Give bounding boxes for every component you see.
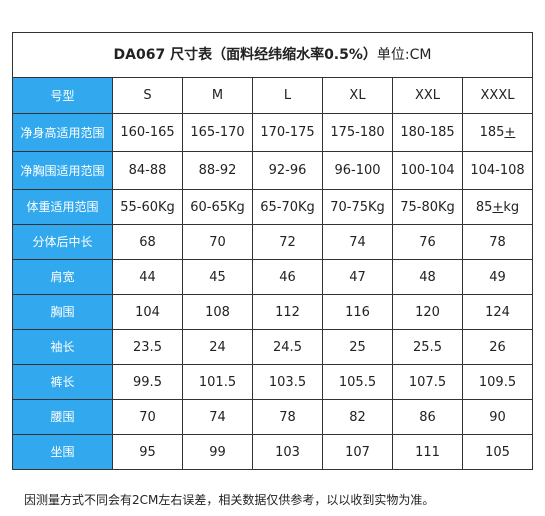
table-cell: 170-175 xyxy=(252,113,323,152)
footnote: 因测量方式不同会有2CM左右误差，相关数据仅供参考，以以收到实物为准。 xyxy=(24,493,435,507)
row-label: 净身高适用范围 xyxy=(12,113,113,152)
table-cell: 112 xyxy=(252,294,323,330)
table-cell: 109.5 xyxy=(462,364,533,400)
size-xxxl: XXXL xyxy=(462,77,533,114)
row-label: 分体后中长 xyxy=(12,224,113,260)
size-chart-table: DA067 尺寸表（面料经纬缩水率0.5%）单位:CM 号型 S M L XL … xyxy=(12,32,533,470)
table-cell: 70 xyxy=(182,224,253,260)
table-cell: 107.5 xyxy=(392,364,463,400)
row-label: 净胸围适用范围 xyxy=(12,151,113,190)
table-cell: 26 xyxy=(462,329,533,365)
table-cell: 95 xyxy=(112,434,183,470)
table-cell: 108 xyxy=(182,294,253,330)
table-cell: 100-104 xyxy=(392,151,463,190)
table-cell: 107 xyxy=(322,434,393,470)
table-cell: 124 xyxy=(462,294,533,330)
plus-sign: + xyxy=(492,199,504,215)
table-cell: 68 xyxy=(112,224,183,260)
table-cell: 47 xyxy=(322,259,393,295)
table-cell: 160-165 xyxy=(112,113,183,152)
row-label: 肩宽 xyxy=(12,259,113,295)
table-cell: 78 xyxy=(462,224,533,260)
size-xxl: XXL xyxy=(392,77,463,114)
table-cell: 96-100 xyxy=(322,151,393,190)
table-cell: 103 xyxy=(252,434,323,470)
row-label: 腰围 xyxy=(12,399,113,435)
table-cell: 120 xyxy=(392,294,463,330)
row-label: 坐围 xyxy=(12,434,113,470)
table-cell: 76 xyxy=(392,224,463,260)
table-cell: 105.5 xyxy=(322,364,393,400)
table-cell: 24.5 xyxy=(252,329,323,365)
table-cell: 25.5 xyxy=(392,329,463,365)
table-cell: 111 xyxy=(392,434,463,470)
table-cell: 82 xyxy=(322,399,393,435)
title-main: DA067 尺寸表（面料经纬缩水率0.5%） xyxy=(113,46,377,63)
table-cell: 74 xyxy=(322,224,393,260)
table-row: 分体后中长 68 70 72 74 76 78 xyxy=(12,224,533,260)
row-label: 袖长 xyxy=(12,329,113,365)
size-header-row: 号型 S M L XL XXL XXXL xyxy=(12,77,533,114)
table-row: 净胸围适用范围 84-88 88-92 92-96 96-100 100-104 104-1… xyxy=(12,151,533,190)
table-cell: 88-92 xyxy=(182,151,253,190)
table-cell: 60-65Kg xyxy=(182,189,253,225)
table-cell: 104 xyxy=(112,294,183,330)
table-cell: 23.5 xyxy=(112,329,183,365)
table-cell: 55-60Kg xyxy=(112,189,183,225)
size-s: S xyxy=(112,77,183,114)
plus-sign: + xyxy=(504,125,516,140)
table-row: 袖长 23.5 24 24.5 25 25.5 26 xyxy=(12,329,533,365)
table-cell: 175-180 xyxy=(322,113,393,152)
table-cell: 180-185 xyxy=(392,113,463,152)
table-cell: 49 xyxy=(462,259,533,295)
table-cell: 116 xyxy=(322,294,393,330)
table-cell: 70 xyxy=(112,399,183,435)
table-title: DA067 尺寸表（面料经纬缩水率0.5%）单位:CM xyxy=(12,32,533,78)
table-cell: 105 xyxy=(462,434,533,470)
table-cell: 74 xyxy=(182,399,253,435)
table-row: 裤长 99.5 101.5 103.5 105.5 107.5 109.5 xyxy=(12,364,533,400)
row-label: 体重适用范围 xyxy=(12,189,113,225)
table-cell: 104-108 xyxy=(462,151,533,190)
table-row: 净身高适用范围 160-165 165-170 170-175 175-180 180-1… xyxy=(12,113,533,152)
size-header-label: 号型 xyxy=(12,77,113,114)
size-m: M xyxy=(182,77,253,114)
table-cell: 45 xyxy=(182,259,253,295)
table-cell: 165-170 xyxy=(182,113,253,152)
table-row: 腰围 70 74 78 82 86 90 xyxy=(12,399,533,435)
size-xl: XL xyxy=(322,77,393,114)
table-cell: 25 xyxy=(322,329,393,365)
table-cell: 90 xyxy=(462,399,533,435)
table-cell: 24 xyxy=(182,329,253,365)
row-label: 胸围 xyxy=(12,294,113,330)
table-cell: 44 xyxy=(112,259,183,295)
table-cell: 75-80Kg xyxy=(392,189,463,225)
table-cell: 85+kg xyxy=(462,189,533,225)
table-cell: 84-88 xyxy=(112,151,183,190)
table-row: 胸围 104 108 112 116 120 124 xyxy=(12,294,533,330)
table-row: 体重适用范围 55-60Kg 60-65Kg 65-70Kg 70-75Kg 75-80K… xyxy=(12,189,533,225)
table-cell: 101.5 xyxy=(182,364,253,400)
table-cell: 65-70Kg xyxy=(252,189,323,225)
table-row: 肩宽 44 45 46 47 48 49 xyxy=(12,259,533,295)
table-cell: 70-75Kg xyxy=(322,189,393,225)
row-label: 裤长 xyxy=(12,364,113,400)
table-cell: 78 xyxy=(252,399,323,435)
table-cell: 103.5 xyxy=(252,364,323,400)
table-cell: 86 xyxy=(392,399,463,435)
table-row: 坐围 95 99 103 107 111 105 xyxy=(12,434,533,470)
size-l: L xyxy=(252,77,323,114)
table-cell: 99.5 xyxy=(112,364,183,400)
table-cell: 48 xyxy=(392,259,463,295)
table-cell: 72 xyxy=(252,224,323,260)
table-cell: 46 xyxy=(252,259,323,295)
table-cell: 92-96 xyxy=(252,151,323,190)
title-unit: 单位:CM xyxy=(376,46,432,63)
table-cell: 185+ xyxy=(462,113,533,152)
table-cell: 99 xyxy=(182,434,253,470)
